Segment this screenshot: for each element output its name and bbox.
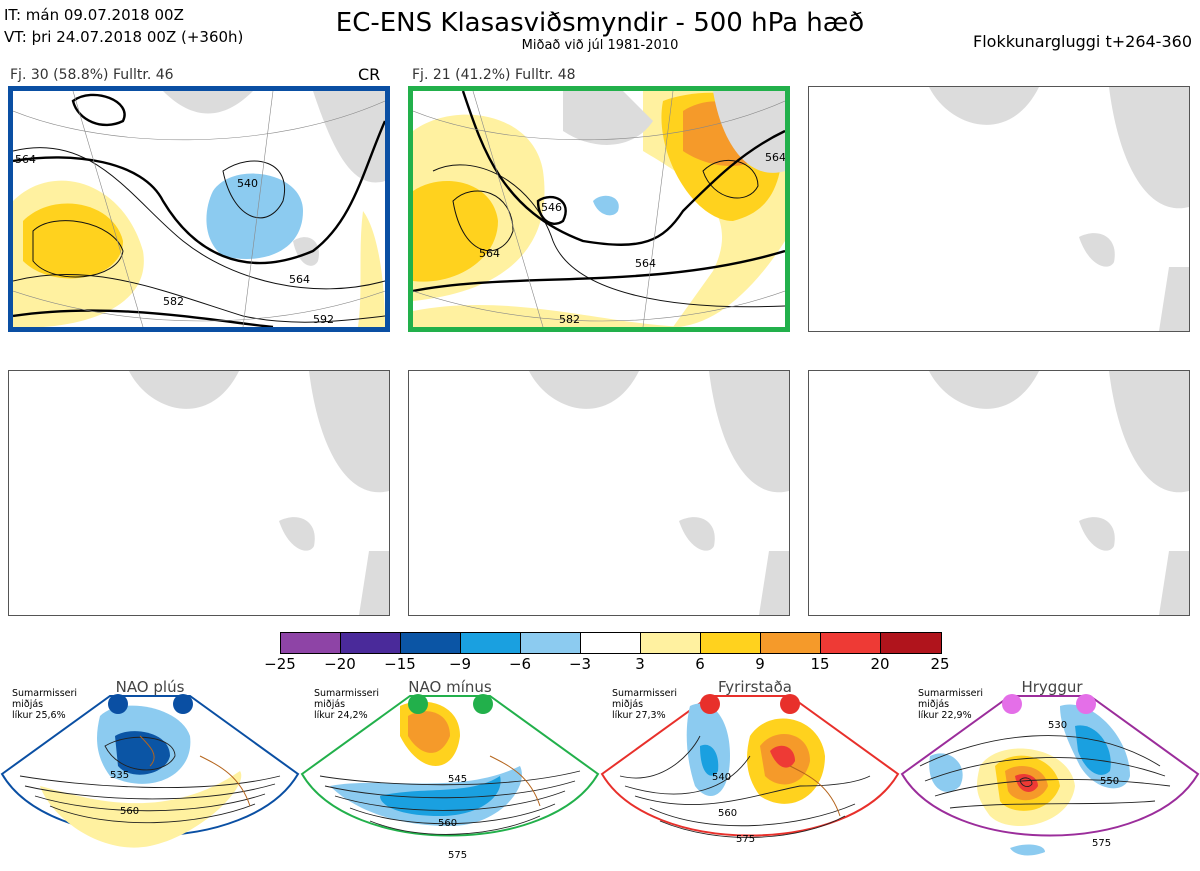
regime-4-marker-left [1002, 694, 1022, 714]
colorbar-swatch-2 [401, 633, 461, 653]
empty-panel-4[interactable] [8, 370, 390, 616]
regime-4-contour-550: 550 [1100, 776, 1119, 787]
panel-2-label: Fj. 21 (41.2%) Fulltr. 48 [412, 67, 576, 83]
panel-3-map [929, 87, 1189, 331]
regime-2-map: 545 560 575 [300, 694, 600, 861]
regime-1-marker-left [108, 694, 128, 714]
colorbar-tick-label: 9 [755, 655, 765, 673]
colorbar-swatch-6 [641, 633, 701, 653]
panel-1-contour-592: 592 [313, 313, 334, 326]
colorbar-swatch-9 [821, 633, 881, 653]
regime-4-contour-530: 530 [1048, 720, 1067, 731]
regime-4-info: Sumarmisseri miðjás líkur 22,9% [918, 688, 984, 721]
cluster-1-map: 582 592 564 564 540 [13, 91, 385, 327]
panel-1-label: Fj. 30 (58.8%) Fulltr. 46 [10, 67, 174, 83]
regime-1-title: NAO plús [115, 678, 185, 696]
colorbar-tick-label: 20 [870, 655, 890, 673]
colorbar-swatch-4 [521, 633, 581, 653]
colorbar-swatch-3 [461, 633, 521, 653]
panel-2-contour-546: 546 [541, 201, 562, 214]
regime-3-contour-560: 560 [718, 808, 737, 819]
regime-1-marker-right [173, 694, 193, 714]
classification-window: Flokkunargluggi t+264-360 [973, 32, 1192, 51]
regime-3-map: 540 560 575 [600, 694, 900, 845]
colorbar-tick-label: 15 [810, 655, 830, 673]
page-title: EC-ENS Klasasviðsmyndir - 500 hPa hæð [335, 8, 865, 38]
regime-3-marker-left [700, 694, 720, 714]
colorbar-tick-label: 25 [930, 655, 950, 673]
regime-ridge[interactable]: 530 550 575 Hryggur Sumarmisseri miðjás … [900, 676, 1200, 871]
regime-1-contour-560: 560 [120, 806, 139, 817]
valid-time: VT: þri 24.07.2018 00Z (+360h) [4, 28, 244, 46]
regime-3-info: Sumarmisseri miðjás líkur 27,3% [612, 688, 678, 721]
regime-2-marker-left [408, 694, 428, 714]
regime-3-contour-540: 540 [712, 772, 731, 783]
panel-2-contour-564b: 564 [635, 257, 656, 270]
empty-panel-6[interactable] [808, 370, 1190, 616]
colorbar-swatch-0 [281, 633, 341, 653]
colorbar-tick-label: 6 [695, 655, 705, 673]
regime-2-info: Sumarmisseri miðjás líkur 24,2% [314, 688, 380, 721]
regime-3-contour-575: 575 [736, 834, 755, 845]
panel-2-contour-582: 582 [559, 313, 580, 326]
panel-4-map [129, 371, 389, 615]
colorbar-tick-label: −3 [568, 655, 592, 673]
empty-panel-5[interactable] [408, 370, 790, 616]
regime-4-marker-right [1076, 694, 1096, 714]
panel-1-contour-540: 540 [237, 177, 258, 190]
colorbar-tick-label: −20 [324, 655, 356, 673]
regime-1-map: 535 560 [0, 694, 300, 848]
regime-4-map: 530 550 575 [900, 694, 1200, 856]
regime-2-contour-575: 575 [448, 850, 467, 861]
panel-1-contour-564a: 564 [15, 153, 36, 166]
regime-blocking[interactable]: 540 560 575 Fyrirstaða Sumarmisseri miðj… [600, 676, 900, 871]
empty-panel-3[interactable] [808, 86, 1190, 332]
colorbar-tick-label: −9 [448, 655, 472, 673]
regime-3-marker-right [780, 694, 800, 714]
panel-1-contour-564b: 564 [289, 273, 310, 286]
header-info: IT: mán 09.07.2018 00Z VT: þri 24.07.201… [4, 4, 243, 48]
panel-2-contour-564c: 564 [765, 151, 785, 164]
colorbar-swatch-5 [581, 633, 641, 653]
regime-1-info: Sumarmisseri miðjás líkur 25,6% [12, 688, 78, 721]
cluster-panel-2[interactable]: 564 564 582 546 564 [408, 86, 790, 332]
regime-nao-minus[interactable]: 545 560 575 NAO mínus Sumarmisseri miðjá… [300, 676, 600, 871]
colorbar-tick-label: −25 [264, 655, 296, 673]
panel-6-map [929, 371, 1189, 615]
panel-2-contour-564a: 564 [479, 247, 500, 260]
colorbar-swatch-1 [341, 633, 401, 653]
cluster-panel-1[interactable]: 582 592 564 564 540 [8, 86, 390, 332]
colorbar-swatch-7 [701, 633, 761, 653]
colorbar-swatch-8 [761, 633, 821, 653]
panel-1-cr: CR [358, 65, 381, 84]
issue-time: IT: mán 09.07.2018 00Z [4, 6, 184, 24]
cluster-2-map: 564 564 582 546 564 [413, 91, 785, 327]
regime-nao-plus[interactable]: 535 560 NAO plús Sumarmisseri miðjás lík… [0, 676, 300, 871]
regime-4-contour-575: 575 [1092, 838, 1111, 849]
colorbar-tick-label: 3 [635, 655, 645, 673]
regime-4-title: Hryggur [1021, 678, 1083, 696]
panel-5-map [529, 371, 789, 615]
regime-2-marker-right [473, 694, 493, 714]
panel-1-contour-582: 582 [163, 295, 184, 308]
regime-2-contour-560: 560 [438, 818, 457, 829]
regime-3-title: Fyrirstaða [718, 678, 792, 696]
colorbar-tick-label: −15 [384, 655, 416, 673]
colorbar-swatch-10 [881, 633, 941, 653]
regime-2-title: NAO mínus [408, 678, 492, 696]
colorbar-tick-label: −6 [508, 655, 532, 673]
page-subtitle: Miðað við júl 1981-2010 [521, 38, 679, 53]
regime-2-contour-545: 545 [448, 774, 467, 785]
anomaly-colorbar [280, 632, 942, 654]
regime-1-contour-535: 535 [110, 770, 129, 781]
